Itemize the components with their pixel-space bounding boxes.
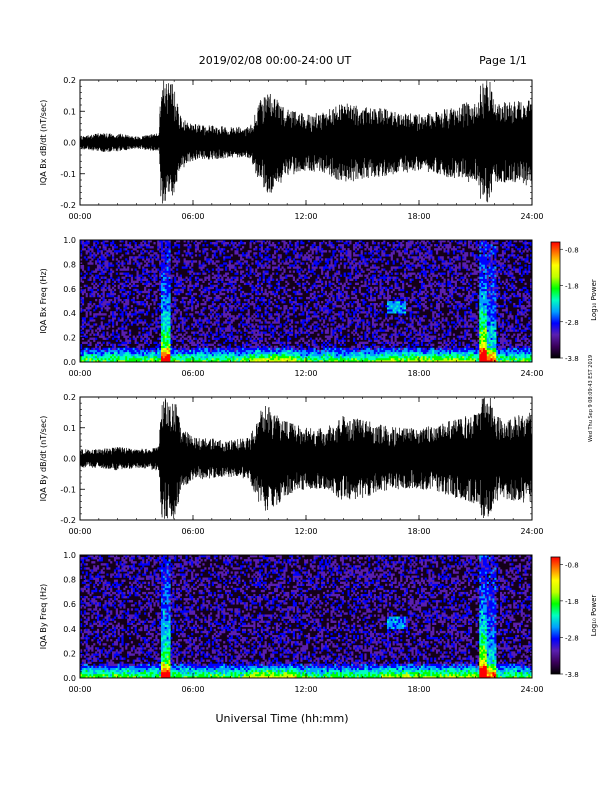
y-tick-label: 0.4 [63,309,76,318]
y-tick-label: 0.6 [63,600,76,609]
colorbar-by: -0.8 -1.8 -2.8 -3.8 Log₁₀ Power [550,556,598,679]
x-tick-label: 06:00 [181,527,204,536]
x-tick-label: 24:00 [520,212,543,221]
x-axis-title: Universal Time (hh:mm) [216,712,349,725]
x-tick-label: 24:00 [520,527,543,536]
x-tick-label: 00:00 [68,685,91,694]
colorbar-tick-label: -1.8 [565,598,579,606]
x-tick-label: 06:00 [181,369,204,378]
x-tick-label: 00:00 [68,369,91,378]
colorbar-label: Log₁₀ Power [590,279,598,321]
dbdt-trace [80,397,532,519]
y-tick-label: 0.8 [63,260,76,269]
y-tick-label: 0.1 [63,107,76,116]
colorbar-tick-label: -0.8 [565,561,579,569]
x-tick-label: 24:00 [520,369,543,378]
x-tick-label: 06:00 [181,212,204,221]
dbdt-trace [80,80,532,204]
colorbar-tick-label: -3.8 [565,671,579,679]
colorbar-tick-label: -2.8 [565,634,579,642]
page-number: Page 1/1 [479,54,527,67]
y-tick-label: 0.0 [63,139,76,148]
page-title: 2019/02/08 00:00-24:00 UT [199,54,352,67]
x-tick-label: 18:00 [407,369,430,378]
x-tick-label: 12:00 [294,527,317,536]
y-tick-label: 0.0 [63,358,76,367]
x-tick-label: 18:00 [407,527,430,536]
x-tick-label: 06:00 [181,685,204,694]
colorbar-label: Log₁₀ Power [590,595,598,637]
y-tick-label: 1.0 [63,236,76,245]
spectrogram-cells [80,240,533,363]
spectrogram-cells [80,555,533,679]
x-tick-label: 00:00 [68,527,91,536]
y-tick-label: 0.0 [63,455,76,464]
colorbar-tick-label: -1.8 [565,283,579,291]
bx-dbdt-panel: 0.2 0.1 0.0 -0.1 -0.2 00:00 06:00 12:00 18:00 24:… [39,76,544,221]
y-axis-label: IQA By dB/dt (nT/sec) [39,416,48,502]
colorbar-tick-label: -3.8 [565,355,579,363]
y-axis-label: IQA Bx Freq (Hz) [39,268,48,334]
colorbar-tick-label: -0.8 [565,246,579,254]
x-tick-label: 00:00 [68,212,91,221]
y-tick-label: -0.2 [60,201,76,210]
x-tick-label: 24:00 [520,685,543,694]
y-tick-label: -0.1 [60,170,76,179]
colorbar-bx: -0.8 -1.8 -2.8 -3.8 Log₁₀ Power [550,241,598,363]
y-tick-label: -0.2 [60,516,76,525]
y-tick-label: 0.6 [63,285,76,294]
y-tick-label: 0.2 [63,334,76,343]
y-tick-label: 0.1 [63,424,76,433]
y-axis-label: IQA Bx dB/dt (nT/sec) [39,100,48,186]
by-dbdt-panel: 0.2 0.1 0.0 -0.1 -0.2 00:00 06:00 12:00 18:00 24:… [39,393,544,536]
side-timestamp: Wed Thu Sep 9 08:09:43 EST 2019 [588,355,594,442]
colorbar-gradient [550,241,561,359]
colorbar-gradient [550,556,561,675]
y-tick-label: 0.2 [63,76,76,85]
x-tick-label: 18:00 [407,212,430,221]
bx-spectrogram-panel: 1.0 0.8 0.6 0.4 0.2 0.0 00:00 06:00 12:00 18:00 24… [39,236,544,378]
x-tick-label: 18:00 [407,685,430,694]
colorbar-tick-label: -2.8 [565,319,579,327]
y-tick-label: 0.2 [63,649,76,658]
y-tick-label: 0.8 [63,576,76,585]
y-tick-label: 0.4 [63,625,76,634]
x-tick-label: 12:00 [294,369,317,378]
by-spectrogram-panel: 1.0 0.8 0.6 0.4 0.2 0.0 00:00 06:00 12:00 18:00 24… [39,551,544,694]
x-tick-label: 12:00 [294,685,317,694]
y-tick-label: 0.2 [63,393,76,402]
y-tick-label: -0.1 [60,485,76,494]
y-tick-label: 0.0 [63,674,76,683]
y-axis-label: IQA By Freq (Hz) [39,584,48,650]
y-tick-label: 1.0 [63,551,76,560]
x-tick-label: 12:00 [294,212,317,221]
